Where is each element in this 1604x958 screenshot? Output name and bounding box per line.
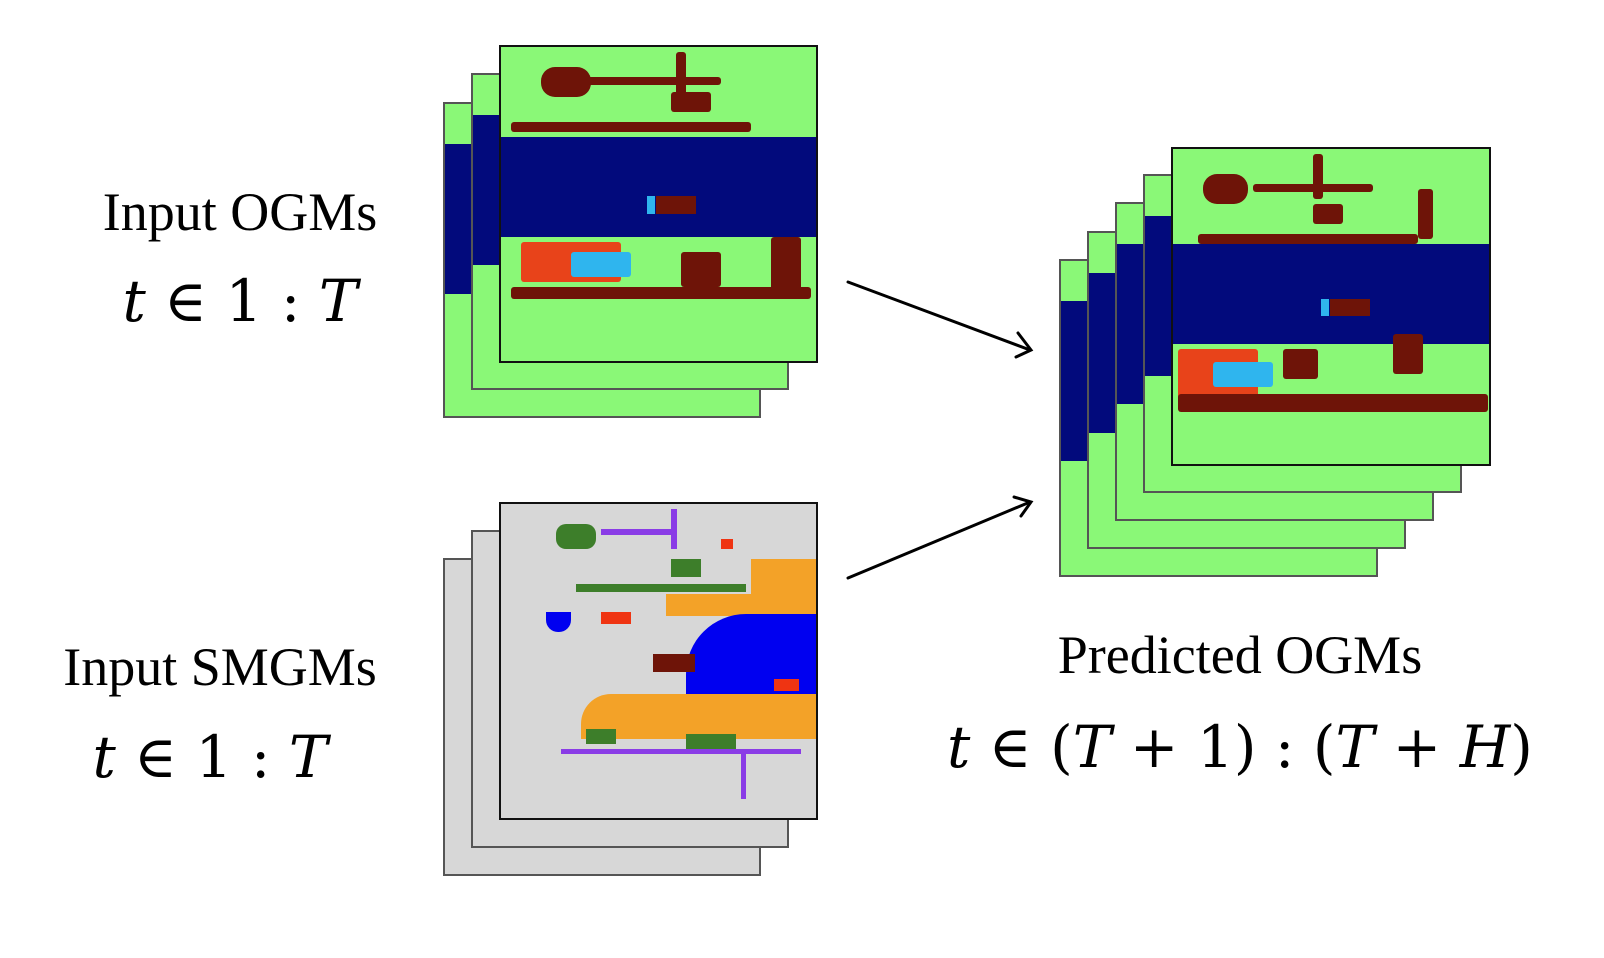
math-var-T: T bbox=[318, 267, 358, 335]
math-operator: ) bbox=[1510, 713, 1533, 781]
math-var-t: t bbox=[122, 267, 146, 335]
math-var-H: H bbox=[1459, 713, 1511, 781]
arrow-ogm-to-prediction bbox=[846, 280, 1032, 352]
predicted-ogm-frame-5 bbox=[1171, 147, 1491, 466]
math-operator: + 1) : ( bbox=[1111, 713, 1336, 781]
math-var-t: t bbox=[947, 713, 971, 781]
arrow-head-icon bbox=[1012, 495, 1034, 518]
math-var-T: T bbox=[288, 723, 328, 791]
arrow-head-icon bbox=[1014, 331, 1034, 359]
input-ogms-title: Input OGMs bbox=[102, 182, 378, 242]
arrow-smgm-to-prediction bbox=[846, 500, 1032, 580]
input-ogm-frame-3 bbox=[499, 45, 818, 363]
math-operator: ∈ ( bbox=[970, 713, 1073, 781]
input-smgms-time-range: t ∈ 1 : T bbox=[40, 728, 380, 786]
math-operator: + bbox=[1374, 713, 1460, 781]
predicted-ogms-time-range: t ∈ (T + 1) : (T + H) bbox=[920, 718, 1560, 776]
input-smgms-title: Input SMGMs bbox=[63, 637, 377, 697]
math-var-T: T bbox=[1335, 713, 1375, 781]
math-operator: ∈ 1 : bbox=[145, 267, 319, 335]
math-var-T: T bbox=[1072, 713, 1112, 781]
input-ogms-time-range: t ∈ 1 : T bbox=[70, 272, 410, 330]
math-var-t: t bbox=[92, 723, 116, 791]
input-smgm-frame-3 bbox=[499, 502, 818, 820]
predicted-ogms-title: Predicted OGMs bbox=[1057, 625, 1423, 685]
math-operator: ∈ 1 : bbox=[115, 723, 289, 791]
